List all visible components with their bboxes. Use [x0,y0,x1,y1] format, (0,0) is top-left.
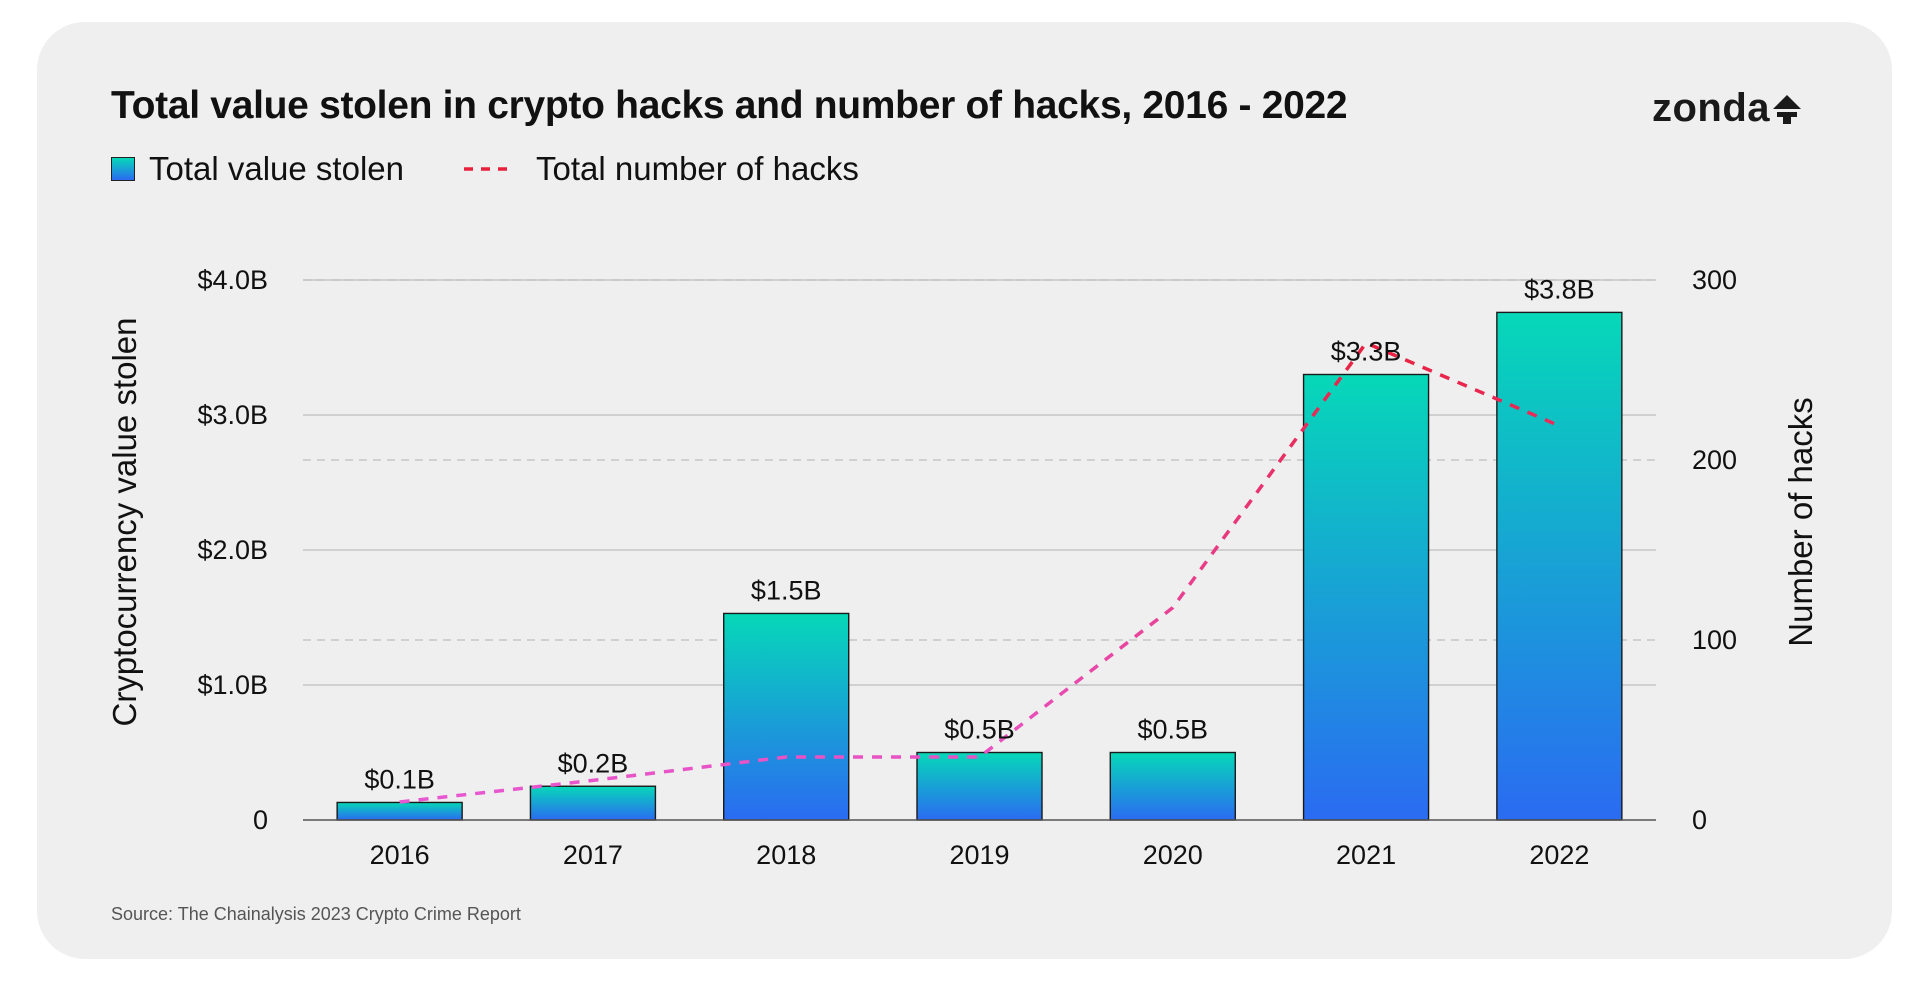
bar-value-label: $0.1B [364,764,435,794]
x-tick-label: 2022 [1529,840,1589,870]
x-tick-label: 2018 [756,840,816,870]
hacks-line [399,341,1561,804]
bar-value-label: $3.8B [1524,274,1595,304]
dashed-line-swatch-icon [464,167,514,171]
legend-label-number-of-hacks: Total number of hacks [536,150,859,187]
bar [1302,373,1430,821]
y-tick-label: $2.0B [197,535,268,565]
logo-mark-icon [1773,94,1802,124]
zonda-logo: zonda [1652,86,1802,131]
bar [723,612,850,821]
bar-value-label: $0.5B [944,715,1015,745]
x-tick-label: 2019 [949,840,1009,870]
y2-tick-label: 300 [1692,265,1737,295]
y2-axis-title: Number of hacks [1782,397,1819,646]
grid-lines [303,279,1656,686]
value-labels: $0.1B $0.2B $1.5B $0.5B $0.5B $3.3B $3.8B [364,274,1594,794]
bar [916,751,1043,821]
y-tick-label: 0 [253,805,268,835]
bar [336,801,463,821]
legend-label-value-stolen: Total value stolen [149,150,404,187]
bar-value-label: $3.3B [1331,337,1402,367]
x-tick-label: 2021 [1336,840,1396,870]
bar [1109,751,1236,821]
bar [529,785,657,821]
bar-value-label: $0.5B [1138,715,1209,745]
y2-tick-label: 100 [1692,625,1737,655]
bars [336,311,1623,821]
legend-item-number-of-hacks: Total number of hacks [464,150,859,188]
chart-title: Total value stolen in crypto hacks and n… [111,84,1348,127]
bar-value-label: $0.2B [558,748,629,778]
legend: Total value stolen Total number of hacks [111,150,919,188]
y-tick-label: $1.0B [197,670,268,700]
bar [1496,311,1623,821]
x-tick-label: 2016 [370,840,430,870]
axes: 0 $1.0B $2.0B $3.0B $4.0B 0 100 200 300 2016 2017 2… [197,265,1737,870]
bar-swatch-icon [111,157,135,181]
legend-item-value-stolen: Total value stolen [111,150,404,188]
y-tick-label: $3.0B [197,400,268,430]
x-tick-label: 2020 [1143,840,1203,870]
y-tick-label: $4.0B [197,265,268,295]
hacks-line-path [399,341,1561,804]
y-axis-title: Cryptocurrency value stolen [106,317,143,726]
x-tick-label: 2017 [563,840,623,870]
logo-text: zonda [1652,86,1771,130]
y2-tick-label: 0 [1692,805,1707,835]
source-note: Source: The Chainalysis 2023 Crypto Crim… [111,904,521,924]
y2-tick-label: 200 [1692,445,1737,475]
bar-value-label: $1.5B [751,575,822,605]
